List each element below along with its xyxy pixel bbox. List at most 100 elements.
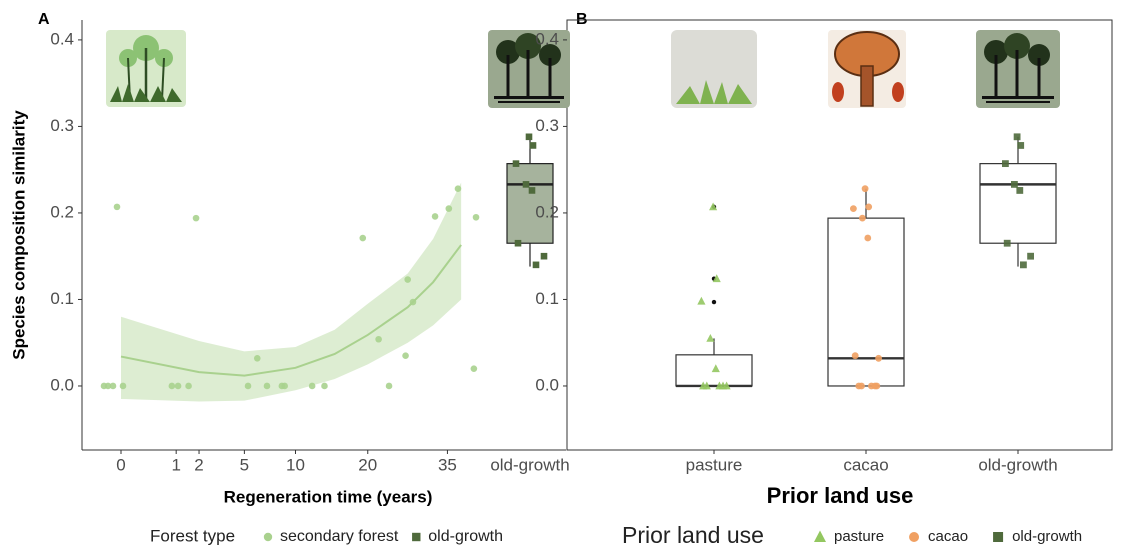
point [540,252,548,260]
x-tick-label: old-growth [978,455,1057,474]
point [850,205,857,213]
y-tick-label: 0.0 [50,375,74,394]
point [412,532,421,542]
point [119,382,127,390]
point [1013,133,1021,141]
point [864,234,872,242]
point [263,382,271,390]
point [375,335,382,343]
point [709,202,718,211]
point [445,205,453,212]
y-tick-label: 0.4 [535,29,559,48]
point [281,382,288,390]
y-axis-title: Species composition similarity [9,110,28,360]
point [532,261,540,269]
y-tick-label: 0.4 [50,29,74,48]
point [168,382,176,390]
point [470,365,478,372]
point [174,382,182,390]
point [185,382,192,390]
y-tick-label: 0.1 [535,289,559,308]
x-axis-title: Prior land use [767,483,914,508]
box [979,163,1057,244]
x-tick-label: 0 [116,455,125,474]
point [253,354,261,362]
point [706,333,715,342]
x-tick-label: 2 [194,455,203,474]
point [711,364,720,373]
point [873,382,881,390]
point [244,382,252,390]
icon-old-growth [976,30,1060,108]
point [1020,261,1027,269]
point [865,203,873,211]
outlier [711,299,717,305]
legend-title: Prior land use [622,522,764,548]
x-tick-label: 35 [438,455,457,474]
panel-border [566,19,1113,451]
y-tick-label: 0.2 [535,202,559,221]
point [113,203,121,211]
legend-label: secondary forest [280,528,399,545]
point [859,214,866,222]
point [472,213,480,221]
point [308,382,316,390]
trend-line [120,244,462,377]
confidence-band [121,182,462,402]
icon-secondary-forest [106,30,186,107]
point [192,214,200,222]
point [404,276,412,283]
panel-letter: A [38,11,50,28]
point [1003,239,1011,247]
point [697,296,706,305]
point [402,352,409,359]
point [993,532,1004,542]
point [431,213,439,220]
icon-old-growth [488,30,570,108]
y-tick-label: 0.1 [50,289,74,308]
point [321,382,328,390]
point [861,185,869,193]
point [454,185,462,193]
y-tick-label: 0.0 [535,375,559,394]
point [1016,187,1024,194]
point [1011,180,1018,188]
point [109,382,117,390]
x-tick-label: 20 [358,455,377,474]
point [909,532,920,542]
point [814,530,826,542]
point [359,234,367,242]
point [528,187,536,194]
x-tick-label: pasture [686,455,743,474]
legend-label: old-growth [1012,528,1082,545]
point [851,352,859,360]
x-tick-label: 10 [286,455,305,474]
point [529,142,537,149]
legend-label: old-growth [428,528,503,545]
point [104,382,112,390]
point [858,382,865,390]
x-tick-label: 5 [240,455,249,474]
legend-label: pasture [834,528,884,545]
x-tick-label: 1 [171,455,180,474]
x-tick-label: cacao [843,455,888,474]
x-axis-title: Regeneration time (years) [224,487,433,506]
point [514,239,522,247]
y-tick-label: 0.3 [535,116,559,135]
box [827,217,905,387]
y-tick-label: 0.2 [50,202,74,221]
point [409,298,417,306]
x-tick-label: old-growth [490,455,569,474]
point [712,274,721,283]
point [522,181,530,188]
point [525,133,533,141]
box [506,163,554,244]
icon-cacao [828,30,906,108]
point [1002,160,1009,168]
point [385,382,393,390]
point [1027,252,1034,260]
point [512,160,520,167]
point [263,532,273,542]
point [875,354,882,362]
